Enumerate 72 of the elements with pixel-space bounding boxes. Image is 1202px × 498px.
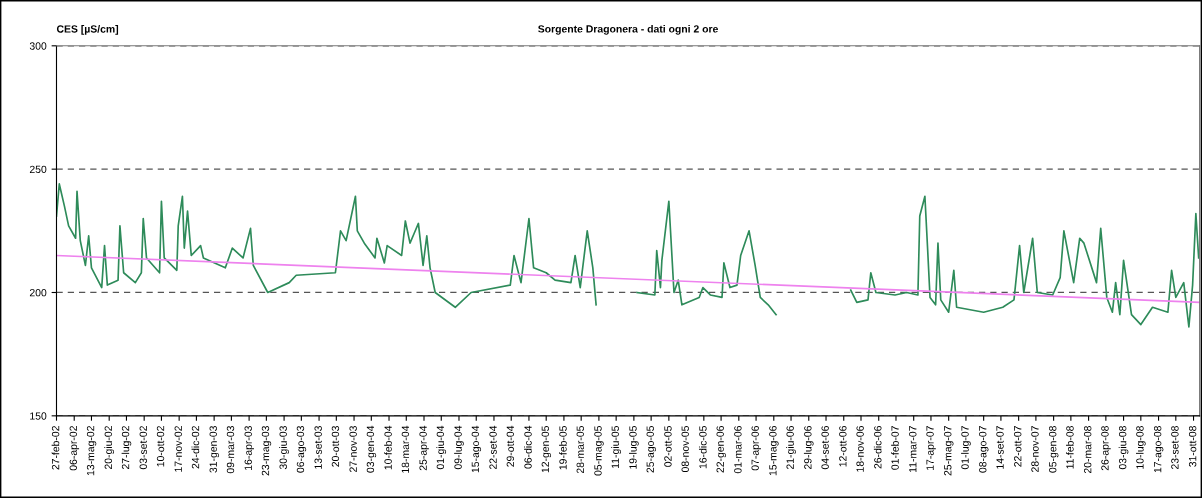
x-tick-label: 12-gen-05 (541, 425, 552, 473)
x-tick-label: 06-dic-04 (524, 425, 532, 469)
y-axis-title: CES [µS/cm] (56, 25, 119, 35)
x-tick-label: 28-nov-07 (1031, 426, 1039, 472)
x-tick-label: 01-giu-04 (436, 425, 447, 470)
x-tick-label: 31-ott-08 (1188, 426, 1197, 467)
x-tick-label: 25-apr-04 (419, 425, 429, 471)
x-tick-label: 27-nov-03 (349, 426, 357, 472)
x-tick-label: 13-mag-02 (86, 426, 97, 476)
x-tick-label: 17-apr-07 (926, 426, 936, 470)
x-tick-label: 22-set-04 (489, 425, 497, 470)
x-tick-label: 16-dic-05 (698, 425, 707, 469)
x-tick-label: 20-giu-02 (104, 426, 115, 470)
x-tick-label: 01-lug-07 (961, 426, 971, 470)
x-tick-label: 11-feb-08 (1066, 426, 1074, 469)
x-tick-label: 07-apr-06 (751, 426, 761, 471)
x-tick-label: 03-giu-08 (1118, 426, 1129, 470)
x-tick-label: 09-lug-04 (454, 425, 464, 470)
x-tick-label: 05-mag-05 (594, 425, 604, 476)
x-tick-label: 03-gen-04 (366, 425, 377, 473)
x-tick-label: 14-set-07 (996, 426, 1004, 469)
x-tick-label: 10-ott-02 (156, 426, 165, 467)
x-tick-label: 15-ago-04 (471, 425, 482, 473)
y-tick-label: 200 (29, 288, 47, 297)
x-tick-label: 17-ago-08 (1153, 426, 1164, 473)
x-tick-label: 26-dic-06 (873, 426, 882, 469)
y-tick-label: 150 (30, 412, 47, 420)
x-tick-label: 28-mar-05 (576, 425, 584, 474)
y-tick-label: 300 (29, 42, 47, 50)
x-tick-label: 06-apr-02 (69, 426, 80, 471)
chart-title: Sorgente Dragonera - dati ogni 2 ore (538, 24, 718, 35)
x-tick-label: 03-set-02 (139, 426, 147, 470)
x-tick-label: 08-ago-07 (979, 426, 989, 473)
x-tick-label: 02-ott-05 (664, 425, 672, 467)
x-tick-label: 01-mar-06 (734, 426, 742, 474)
x-tick-label: 23-set-08 (1171, 426, 1179, 470)
x-tick-label: 04-set-06 (821, 426, 829, 470)
x-tick-label: 22-ott-07 (1014, 426, 1022, 467)
x-tick-label: 18-nov-06 (856, 426, 864, 472)
x-tick-label: 10-lug-08 (1135, 426, 1146, 469)
x-tick-label: 19-lug-05 (629, 425, 639, 469)
x-tick-label: 29-lug-06 (803, 426, 814, 470)
x-tick-label: 29-ott-04 (506, 425, 515, 467)
x-tick-label: 12-ott-06 (839, 426, 847, 467)
x-tick-label: 09-mar-03 (226, 426, 235, 474)
x-tick-label: 24-dic-02 (191, 426, 200, 469)
x-tick-label: 05-gen-08 (1049, 426, 1059, 473)
x-tick-label: 11-giu-05 (611, 425, 622, 468)
x-tick-label: 20-ott-03 (331, 426, 340, 467)
x-tick-label: 26-apr-08 (1101, 426, 1111, 471)
x-tick-label: 20-mar-08 (1084, 426, 1092, 474)
x-tick-label: 01-feb-07 (891, 426, 899, 470)
x-tick-label: 25-mag-07 (944, 426, 954, 476)
x-tick-label: 31-gen-03 (209, 426, 219, 473)
x-tick-label: 21-giu-06 (786, 426, 796, 470)
x-tick-label: 13-set-03 (314, 426, 322, 469)
x-tick-label: 30-giu-03 (279, 426, 289, 470)
x-tick-label: 11-mar-07 (909, 426, 917, 473)
x-tick-label: 18-mar-04 (401, 425, 410, 473)
x-tick-label: 23-mag-03 (261, 426, 272, 476)
x-tick-label: 27-feb-02 (51, 426, 60, 470)
y-tick-label: 250 (29, 165, 47, 174)
x-tick-label: 06-ago-03 (296, 426, 307, 473)
x-tick-label: 15-mag-06 (769, 426, 779, 476)
x-tick-label: 19-feb-05 (559, 425, 567, 470)
x-tick-label: 16-apr-03 (244, 426, 254, 470)
x-tick-label: 08-nov-05 (681, 425, 689, 473)
x-tick-label: 25-ago-05 (646, 425, 656, 473)
x-tick-label: 27-lug-02 (121, 426, 132, 470)
x-tick-label: 22-gen-06 (716, 426, 726, 473)
x-tick-label: 17-nov-02 (174, 426, 182, 472)
x-tick-label: 10-feb-04 (384, 425, 392, 470)
